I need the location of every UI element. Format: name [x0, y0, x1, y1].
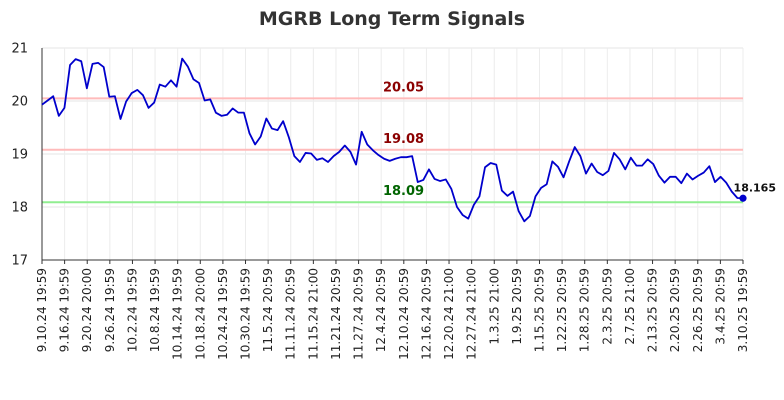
y-tick-label: 20 [11, 95, 28, 110]
x-tick-label: 12.4.24 20:59 [374, 268, 388, 352]
labels: 20.05 19.08 18.09 18.165 [383, 80, 776, 199]
series-layer [41, 57, 747, 223]
x-tick-label: 2.3.25 20:59 [600, 268, 614, 345]
x-tick-label: 9.20.24 20:00 [80, 268, 94, 352]
axes: 17 18 19 20 21 9.10.24 19:59 9.16.24 19:59 9.20… [11, 42, 750, 360]
x-tick-label: 10.14.24 19:59 [171, 268, 185, 360]
x-tick-label: 12.16.24 20:59 [419, 268, 433, 360]
x-tick-label: 1.22.25 20:59 [555, 268, 569, 352]
x-tick-label: 1.9.25 20:59 [510, 268, 524, 345]
x-tick-label: 11.5.24 20:59 [261, 268, 275, 352]
last-value-label: 18.165 [734, 181, 776, 194]
x-tick-label: 10.2.24 19:59 [125, 268, 139, 352]
x-tick-label: 2.13.25 20:59 [646, 268, 660, 352]
x-tick-label: 2.26.25 20:59 [691, 268, 705, 352]
x-tick-label: 9.10.24 19:59 [35, 268, 49, 352]
x-tick-label: 2.7.25 21:00 [623, 268, 637, 345]
y-tick-label: 21 [11, 42, 28, 57]
x-tick-label: 1.3.25 21:00 [487, 268, 501, 345]
x-tick-label: 11.27.24 20:59 [352, 268, 366, 360]
x-tick-label: 3.10.25 19:59 [736, 268, 750, 352]
x-tick-label: 11.15.24 21:00 [306, 268, 320, 360]
x-tick-label: 12.27.24 21:00 [465, 268, 479, 360]
x-tick-label: 11.11.24 20:59 [284, 268, 298, 360]
x-tick-label: 12.10.24 20:59 [397, 268, 411, 360]
x-tick-label: 10.18.24 20:00 [193, 268, 207, 360]
x-tick-label: 3.4.25 20:59 [713, 268, 727, 345]
x-tick-label: 9.26.24 19:59 [103, 268, 117, 352]
x-tick-label: 11.21.24 20:59 [329, 268, 343, 360]
x-tick-label: 10.30.24 19:59 [239, 268, 253, 360]
x-tick-label: 12.20.24 21:00 [442, 268, 456, 360]
chart-title: MGRB Long Term Signals [259, 8, 525, 30]
x-tick-label: 2.20.25 20:59 [668, 268, 682, 352]
x-tick-label: 1.15.25 20:59 [532, 268, 546, 352]
x-tick-label: 1.28.25 20:59 [578, 268, 592, 352]
series-line [41, 57, 744, 223]
reference-lines [42, 97, 743, 204]
reference-label: 20.05 [383, 80, 424, 95]
x-tick-label: 10.24.24 19:59 [216, 268, 230, 360]
y-tick-label: 18 [11, 201, 28, 216]
y-tick-label: 19 [11, 148, 28, 163]
reference-label: 19.08 [383, 132, 424, 147]
y-tick-label: 17 [11, 254, 28, 269]
reference-label: 18.09 [383, 184, 424, 199]
x-tick-label: 9.16.24 19:59 [58, 268, 72, 352]
last-point-marker [739, 194, 747, 202]
x-tick-label: 10.8.24 19:59 [148, 268, 162, 352]
